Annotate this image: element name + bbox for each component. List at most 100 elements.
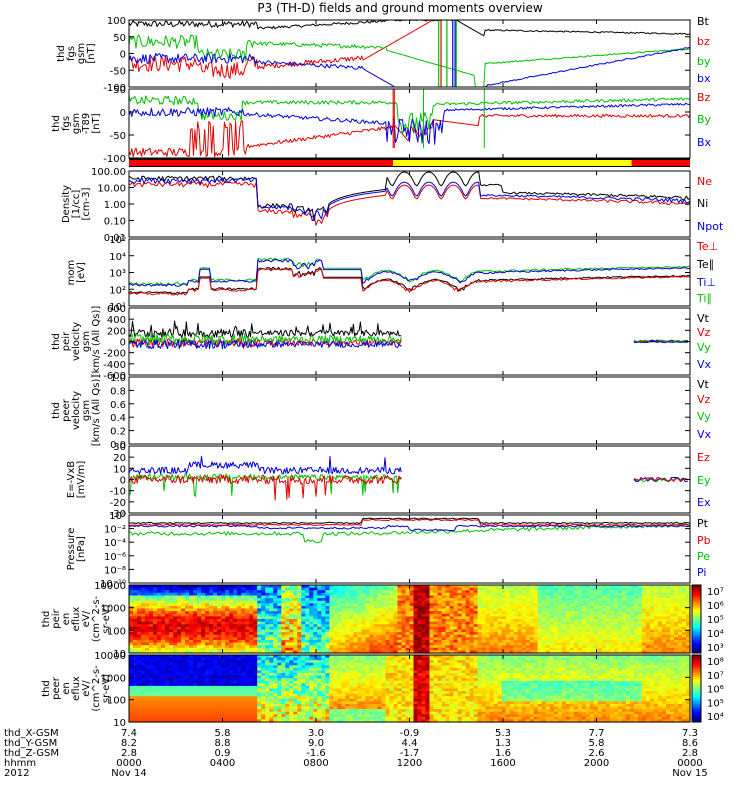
spectrogram-cell [217,680,222,684]
spectrogram-cell [441,613,447,617]
spectrogram-cell [670,585,675,589]
spectrogram-cell [621,621,627,625]
spectrogram-cell [477,590,483,594]
spectrogram-cell [281,688,286,692]
spectrogram-cell [177,696,182,700]
spectrogram-cell [505,585,511,589]
spectrogram-cell [617,637,623,641]
spectrogram-cell [313,613,318,617]
spectrogram-cell [413,647,419,651]
spectrogram-cell [429,608,435,612]
spectrogram-cell [369,605,374,610]
spectrogram-cell [509,642,515,646]
spectrogram-cell [269,670,274,674]
spectrogram-cell [129,624,134,628]
spectrogram-cell [205,670,210,674]
spectrogram-cell [145,587,150,591]
spectrogram-cell [129,706,134,710]
spectrogram-cell [633,595,639,599]
spectrogram-cell [357,624,362,628]
spectrogram-cell [145,611,150,615]
spectrogram-cell [181,598,186,602]
spectrogram-cell [409,619,415,623]
spectrogram-cell [153,598,158,602]
spectrogram-cell [613,608,619,612]
spectrogram-cell [261,693,266,697]
spectrogram-cell [621,626,627,630]
spectrogram-cell [221,691,226,695]
spectrogram-cell [645,595,651,599]
spectrogram-cell [329,624,334,628]
spectrogram-cell [245,691,250,695]
spectrogram-cell [670,634,675,638]
spectrogram-cell [437,639,443,644]
spectrogram-cell [345,619,350,623]
spectrogram-cell [581,639,587,644]
spectrogram-cell [389,642,395,646]
spectrogram-cell [149,706,154,710]
spectrogram-cell [353,595,358,599]
spectrogram-cell [177,645,182,649]
spectrogram-cell [169,696,174,700]
spectrogram-cell [413,611,419,615]
spectrogram-cell [245,698,250,702]
spectrogram-cell [585,629,591,633]
spectrogram-cell [521,598,527,602]
spectrogram-cell [541,608,547,612]
spectrogram-cell [641,595,647,599]
spectrogram-cell [293,616,298,620]
spectrogram-cell [277,605,282,610]
spectrogram-cell [305,704,310,708]
spectrogram-cell [557,592,563,596]
spectrogram-cell [437,621,443,625]
spectrogram-cell [165,706,170,710]
spectrogram-cell [433,626,439,630]
spectrogram-cell [317,598,322,602]
spectrogram-cell [509,616,515,620]
spectrogram-cell [461,598,467,602]
spectrogram-cell [217,711,222,715]
spectrogram-cell [621,616,627,620]
spectrogram-cell [345,642,350,646]
spectrogram-cell [686,647,691,651]
spectrogram-cell [177,660,182,664]
spectrogram-cell [445,613,451,617]
spectrogram-cell [441,600,447,604]
spectrogram-cell [269,698,274,702]
spectrogram-cell [393,645,399,649]
spectrogram-cell [609,590,615,594]
spectrogram-cell [441,616,447,620]
spectrogram-cell [505,642,511,646]
spectrogram-cell [201,605,206,610]
spectrogram-cell [145,696,150,700]
spectrogram-cell [209,680,214,684]
spectrogram-cell [153,670,158,674]
spectrogram-cell [189,685,194,690]
spectrogram-cell [133,704,138,708]
spectrogram-cell [425,608,431,612]
spectrogram-cell [269,673,274,677]
spectrogram-cell [325,709,330,713]
spectrogram-cell [389,629,395,633]
spectrogram-cell [209,650,214,654]
spectrogram-cell [145,598,150,602]
spectrogram-cell [153,675,158,679]
spectrogram-cell [385,621,391,625]
spectrogram-cell [245,608,250,612]
spectrogram-cell [193,592,198,596]
spectrogram-cell [389,645,395,649]
spectrogram-cell [325,665,330,669]
spectrogram-cell [149,675,154,679]
spectrogram-cell [645,619,651,623]
spectrogram-cell [369,629,374,633]
spectrogram-cell [245,711,250,715]
spectrogram-cell [169,626,174,630]
spectrogram-cell [477,629,483,633]
spectrogram-cell [289,670,294,674]
spectrogram-cell [225,719,230,723]
spectrogram-cell [281,585,286,589]
spectrogram-cell [609,642,615,646]
spectrogram-cell [269,704,274,708]
spectrogram-cell [417,639,423,644]
spectrogram-cell [341,590,346,594]
